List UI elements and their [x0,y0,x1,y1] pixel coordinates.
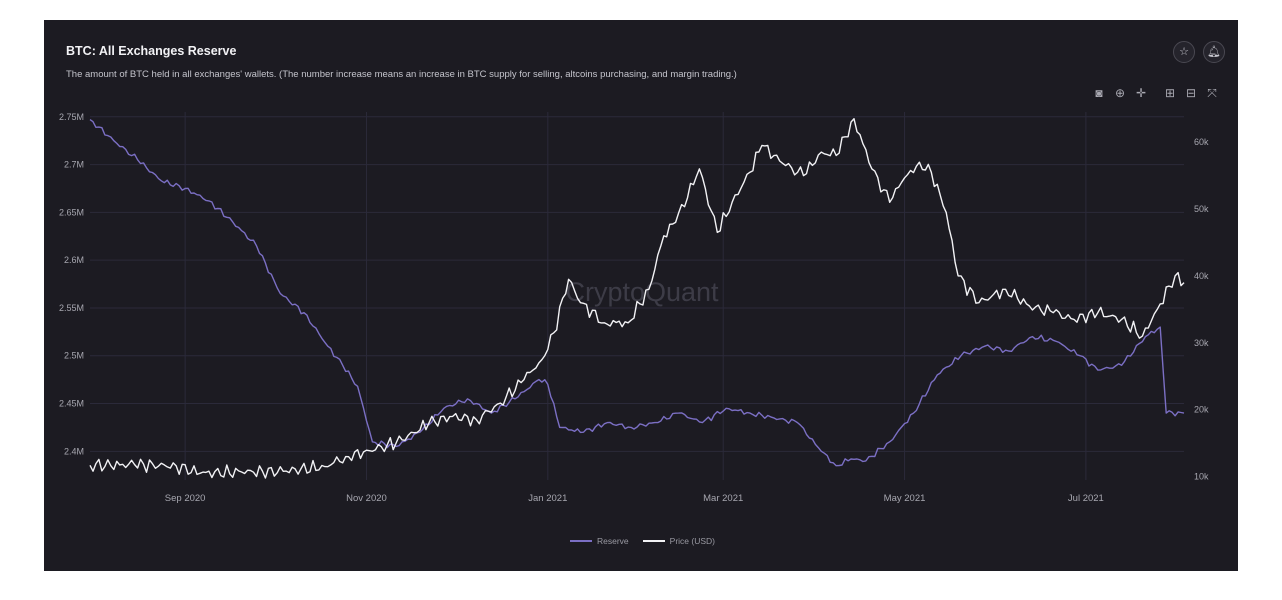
legend: Reserve Price (USD) [570,536,715,546]
y-left-tick-label: 2.7M [64,160,84,170]
x-tick-label: Nov 2020 [346,493,387,504]
reset-axes-icon[interactable]: ⤧ [1207,86,1217,100]
legend-item-price[interactable]: Price (USD) [642,536,715,546]
legend-swatch-reserve [570,540,592,542]
bell-icon[interactable]: 🔔︎ [1203,41,1225,63]
y-axis-left: 2.75M 2.7M 2.65M 2.6M 2.55M 2.5M 2.45M 2.4M [59,112,84,457]
legend-label-reserve: Reserve [597,536,629,546]
y-left-tick-label: 2.5M [64,351,84,361]
y-right-tick-label: 30k [1194,338,1209,348]
y-left-tick-label: 2.4M [64,446,84,456]
watermark: CryptoQuant [565,277,719,307]
camera-icon[interactable]: ◙ [1095,86,1103,100]
legend-label-price: Price (USD) [669,536,715,546]
x-tick-label: Mar 2021 [703,493,743,504]
zoom-out-icon[interactable]: ⊟ [1185,86,1197,100]
y-right-tick-label: 10k [1194,472,1209,482]
chart-svg: CryptoQuant 2.75M2.7M2.65M2.6M2.55M2.5M2… [59,112,1209,504]
y-right-tick-label: 50k [1194,204,1209,214]
y-right-tick-label: 60k [1194,137,1209,147]
chart-title: BTC: All Exchanges Reserve [66,44,237,58]
x-tick-label: May 2021 [884,493,926,504]
series-line-price [89,118,1185,479]
zoom-in-icon[interactable]: ⊞ [1164,86,1176,100]
pan-icon[interactable]: ✛ [1135,86,1147,100]
chart-grid [90,112,1184,480]
plot-toolbar: ◙ ⊕ ✛ ⊞ ⊟ ⤧ [1092,86,1219,100]
series-line-reserve [89,119,1185,467]
star-icon[interactable]: ☆ [1173,41,1195,63]
chart-panel: BTC: All Exchanges Reserve The amount of… [44,20,1238,571]
x-tick-label: Jul 2021 [1068,493,1104,504]
y-axis-right: 60k 50k 40k 30k 20k 10k [1194,137,1209,482]
legend-item-reserve[interactable]: Reserve [570,536,629,546]
y-right-tick-label: 40k [1194,271,1209,281]
y-left-tick-label: 2.6M [64,255,84,265]
chart-subtitle: The amount of BTC held in all exchanges'… [66,69,737,80]
y-left-tick-label: 2.65M [59,207,84,217]
y-left-tick-label: 2.75M [59,112,84,122]
series-group [89,118,1185,479]
x-tick-label: Sep 2020 [165,493,206,504]
legend-swatch-price [642,540,665,542]
zoom-icon[interactable]: ⊕ [1114,86,1126,100]
y-left-tick-label: 2.45M [59,399,84,409]
x-axis: Sep 2020 Nov 2020 Jan 2021 Mar 2021 May 2021… [165,493,1104,504]
x-tick-label: Jan 2021 [528,493,567,504]
y-right-tick-label: 20k [1194,405,1209,415]
y-left-tick-label: 2.55M [59,303,84,313]
